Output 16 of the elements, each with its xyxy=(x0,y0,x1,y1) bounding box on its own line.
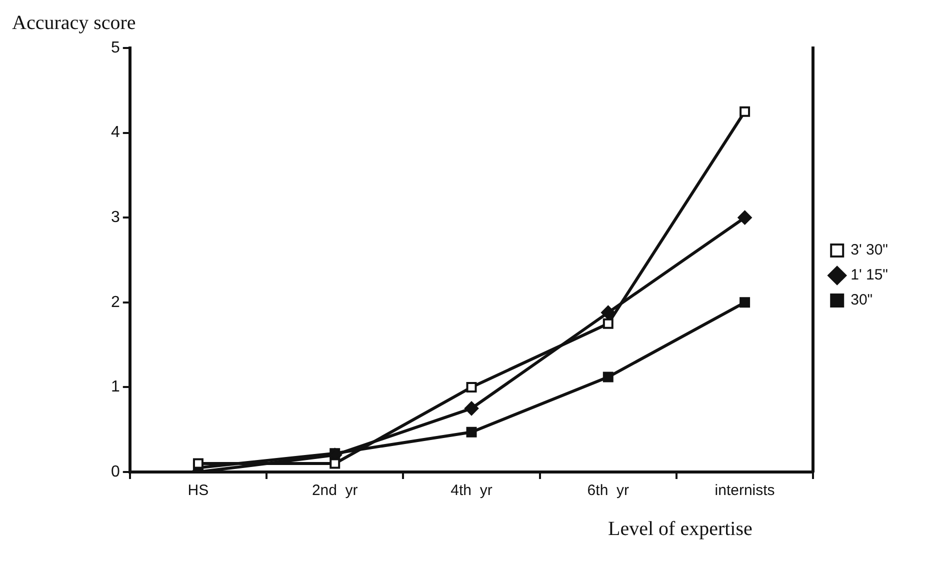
legend-label: 3' 30" xyxy=(850,242,888,259)
y-axis-title: Accuracy score xyxy=(12,12,136,35)
x-tick-label: 6th yr xyxy=(587,482,629,500)
x-tick-label: HS xyxy=(188,482,209,500)
y-tick-label: 1 xyxy=(110,378,120,396)
x-tick-label: 2nd yr xyxy=(312,482,358,500)
y-tick-label: 3 xyxy=(110,209,120,226)
x-tick-label: 4th yr xyxy=(450,482,492,500)
y-tick-label: 0 xyxy=(110,463,120,480)
legend-label: 30" xyxy=(850,292,873,309)
y-tick-label: 5 xyxy=(110,39,120,56)
legend-label: 1' 15" xyxy=(850,266,888,284)
y-tick-label: 4 xyxy=(110,124,120,142)
y-tick-label: 2 xyxy=(110,294,120,311)
x-axis-title: Level of expertise xyxy=(608,518,752,541)
x-tick-label: internists xyxy=(714,482,775,500)
